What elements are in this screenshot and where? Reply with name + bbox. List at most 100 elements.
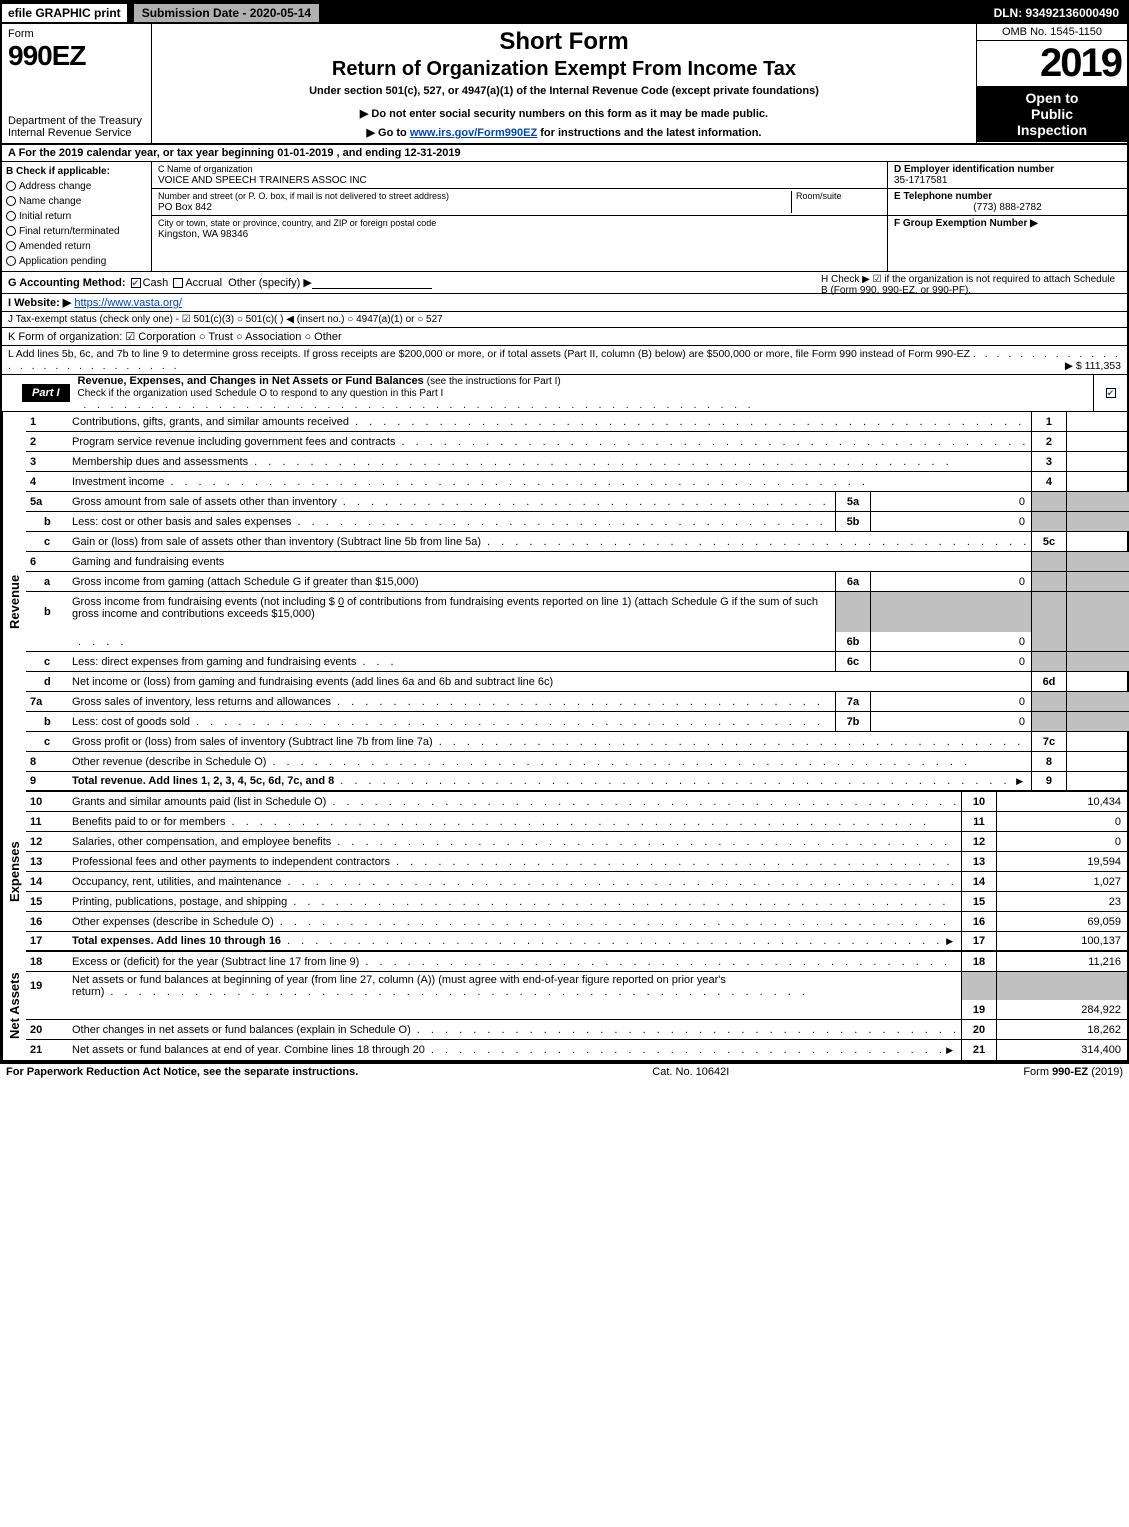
box-def: D Employer identification number 35-1717… bbox=[887, 162, 1127, 271]
line-3-value: 64,825 bbox=[1067, 452, 1129, 471]
row-k: K Form of organization: ☑ Corporation ○ … bbox=[2, 328, 1127, 346]
line-5a: 5a Gross amount from sale of assets othe… bbox=[26, 492, 1129, 512]
city-row: City or town, state or province, country… bbox=[152, 216, 887, 242]
line-5a-value: 0 bbox=[871, 492, 1031, 511]
check-initial-return[interactable]: Initial return bbox=[6, 209, 147, 224]
expenses-section: Expenses 10 Grants and similar amounts p… bbox=[2, 792, 1127, 952]
website-link[interactable]: https://www.vasta.org/ bbox=[74, 297, 182, 309]
line-15: 15 Printing, publications, postage, and … bbox=[26, 892, 1127, 912]
room-label: Room/suite bbox=[796, 191, 842, 201]
part-i-checkbox[interactable] bbox=[1093, 375, 1127, 411]
tax-year: 2019 bbox=[977, 41, 1127, 86]
line-5c: c Gain or (loss) from sale of assets oth… bbox=[26, 532, 1129, 552]
irs-label: Internal Revenue Service bbox=[8, 127, 145, 139]
other-specify-input[interactable] bbox=[312, 277, 432, 289]
submission-date: Submission Date - 2020-05-14 bbox=[133, 3, 320, 23]
cat-no: Cat. No. 10642I bbox=[358, 1066, 1023, 1078]
net-assets-lines: 18 Excess or (deficit) for the year (Sub… bbox=[26, 952, 1127, 1060]
topbar: efile GRAPHIC print Submission Date - 20… bbox=[2, 2, 1127, 24]
open-public-inspection: Open to Public Inspection bbox=[977, 86, 1127, 142]
line-7a-value: 0 bbox=[871, 692, 1031, 711]
line-18: 18 Excess or (deficit) for the year (Sub… bbox=[26, 952, 1127, 972]
line-18-value: 11,216 bbox=[997, 952, 1127, 971]
short-form-title: Short Form bbox=[160, 28, 968, 56]
line-12: 12 Salaries, other compensation, and emp… bbox=[26, 832, 1127, 852]
line-17-value: 100,137 bbox=[997, 932, 1127, 950]
check-cash[interactable] bbox=[131, 278, 141, 288]
goto-line: ▶ Go to www.irs.gov/Form990EZ for instru… bbox=[160, 126, 968, 139]
form-id-footer: Form 990-EZ (2019) bbox=[1023, 1066, 1123, 1078]
line-19-top: 19 Net assets or fund balances at beginn… bbox=[26, 972, 1127, 1000]
form-990ez: efile GRAPHIC print Submission Date - 20… bbox=[0, 0, 1129, 1064]
efile-print[interactable]: efile GRAPHIC print bbox=[2, 4, 127, 22]
revenue-section: Revenue 1 Contributions, gifts, grants, … bbox=[2, 412, 1127, 792]
under-section: Under section 501(c), 527, or 4947(a)(1)… bbox=[160, 85, 968, 97]
line-10: 10 Grants and similar amounts paid (list… bbox=[26, 792, 1127, 812]
street-label: Number and street (or P. O. box, if mail… bbox=[158, 191, 449, 201]
line-7c-value: 0 bbox=[1067, 732, 1129, 751]
part-i-schedule-o-note: Check if the organization used Schedule … bbox=[78, 388, 755, 411]
header-left: Form 990EZ Department of the Treasury In… bbox=[2, 24, 152, 143]
public: Public bbox=[979, 106, 1125, 122]
line-20-value: 18,262 bbox=[997, 1020, 1127, 1039]
part-i-tag: Part I bbox=[22, 384, 70, 402]
line-6b-value: 0 bbox=[871, 632, 1031, 651]
row-l: L Add lines 5b, 6c, and 7b to line 9 to … bbox=[2, 346, 1127, 375]
line-2-value: 40,130 bbox=[1067, 432, 1129, 451]
line-19-value: 284,922 bbox=[997, 1000, 1127, 1019]
form-word: Form bbox=[8, 28, 145, 40]
line-7b-value: 0 bbox=[871, 712, 1031, 731]
check-final-return[interactable]: Final return/terminated bbox=[6, 224, 147, 239]
line-21-value: 314,400 bbox=[997, 1040, 1127, 1060]
expenses-label: Expenses bbox=[2, 792, 26, 952]
line-3: 3 Membership dues and assessments 3 64,8… bbox=[26, 452, 1129, 472]
accrual-label: Accrual bbox=[185, 277, 222, 289]
part-i-header: Part I Revenue, Expenses, and Changes in… bbox=[2, 375, 1127, 412]
line-4: 4 Investment income 4 6,168 bbox=[26, 472, 1129, 492]
line-7c: c Gross profit or (loss) from sales of i… bbox=[26, 732, 1129, 752]
box-d: D Employer identification number 35-1717… bbox=[888, 162, 1127, 189]
line-21: 21 Net assets or fund balances at end of… bbox=[26, 1040, 1127, 1060]
line-6d: d Net income or (loss) from gaming and f… bbox=[26, 672, 1129, 692]
street-row: Number and street (or P. O. box, if mail… bbox=[152, 189, 887, 216]
box-f: F Group Exemption Number ▶ bbox=[888, 216, 1127, 231]
check-amended[interactable]: Amended return bbox=[6, 239, 147, 254]
header-mid: Short Form Return of Organization Exempt… bbox=[152, 24, 977, 143]
city-label: City or town, state or province, country… bbox=[158, 218, 436, 228]
line-a-taxyear: A For the 2019 calendar year, or tax yea… bbox=[2, 144, 1127, 162]
row-j: J Tax-exempt status (check only one) - ☑… bbox=[2, 312, 1127, 328]
check-address-change[interactable]: Address change bbox=[6, 179, 147, 194]
box-b-title: B Check if applicable: bbox=[6, 164, 147, 179]
check-application-pending[interactable]: Application pending bbox=[6, 254, 147, 269]
irs-link[interactable]: www.irs.gov/Form990EZ bbox=[410, 127, 537, 139]
line-8-value: 0 bbox=[1067, 752, 1129, 771]
cash-label: Cash bbox=[143, 277, 169, 289]
line-6a: a Gross income from gaming (attach Sched… bbox=[26, 572, 1129, 592]
group-exemption-label: F Group Exemption Number ▶ bbox=[894, 218, 1038, 229]
check-accrual[interactable] bbox=[173, 278, 183, 288]
line-20: 20 Other changes in net assets or fund b… bbox=[26, 1020, 1127, 1040]
page-footer: For Paperwork Reduction Act Notice, see … bbox=[0, 1064, 1129, 1080]
line-6c: c Less: direct expenses from gaming and … bbox=[26, 652, 1129, 672]
line-17: 17 Total expenses. Add lines 10 through … bbox=[26, 932, 1127, 952]
line-9-value: 111,353 bbox=[1067, 772, 1129, 790]
street-value: PO Box 842 bbox=[158, 202, 212, 213]
line-13-value: 19,594 bbox=[997, 852, 1127, 871]
line-11-value: 0 bbox=[997, 812, 1127, 831]
net-assets-section: Net Assets 18 Excess or (deficit) for th… bbox=[2, 952, 1127, 1062]
check-name-change[interactable]: Name change bbox=[6, 194, 147, 209]
line-12-value: 0 bbox=[997, 832, 1127, 851]
header-right: OMB No. 1545-1150 2019 Open to Public In… bbox=[977, 24, 1127, 143]
phone-value: (773) 888-2782 bbox=[894, 202, 1121, 213]
line-6c-value: 0 bbox=[871, 652, 1031, 671]
ein-value: 35-1717581 bbox=[894, 175, 947, 186]
line-5b-value: 0 bbox=[871, 512, 1031, 531]
line-16: 16 Other expenses (describe in Schedule … bbox=[26, 912, 1127, 932]
box-c: C Name of organization VOICE AND SPEECH … bbox=[152, 162, 887, 271]
line-5c-value: 0 bbox=[1067, 532, 1129, 551]
line-2: 2 Program service revenue including gove… bbox=[26, 432, 1129, 452]
line-11: 11 Benefits paid to or for members 11 0 bbox=[26, 812, 1127, 832]
gross-receipts: ▶ $ 111,353 bbox=[1065, 360, 1121, 372]
line-13: 13 Professional fees and other payments … bbox=[26, 852, 1127, 872]
return-title: Return of Organization Exempt From Incom… bbox=[160, 58, 968, 81]
